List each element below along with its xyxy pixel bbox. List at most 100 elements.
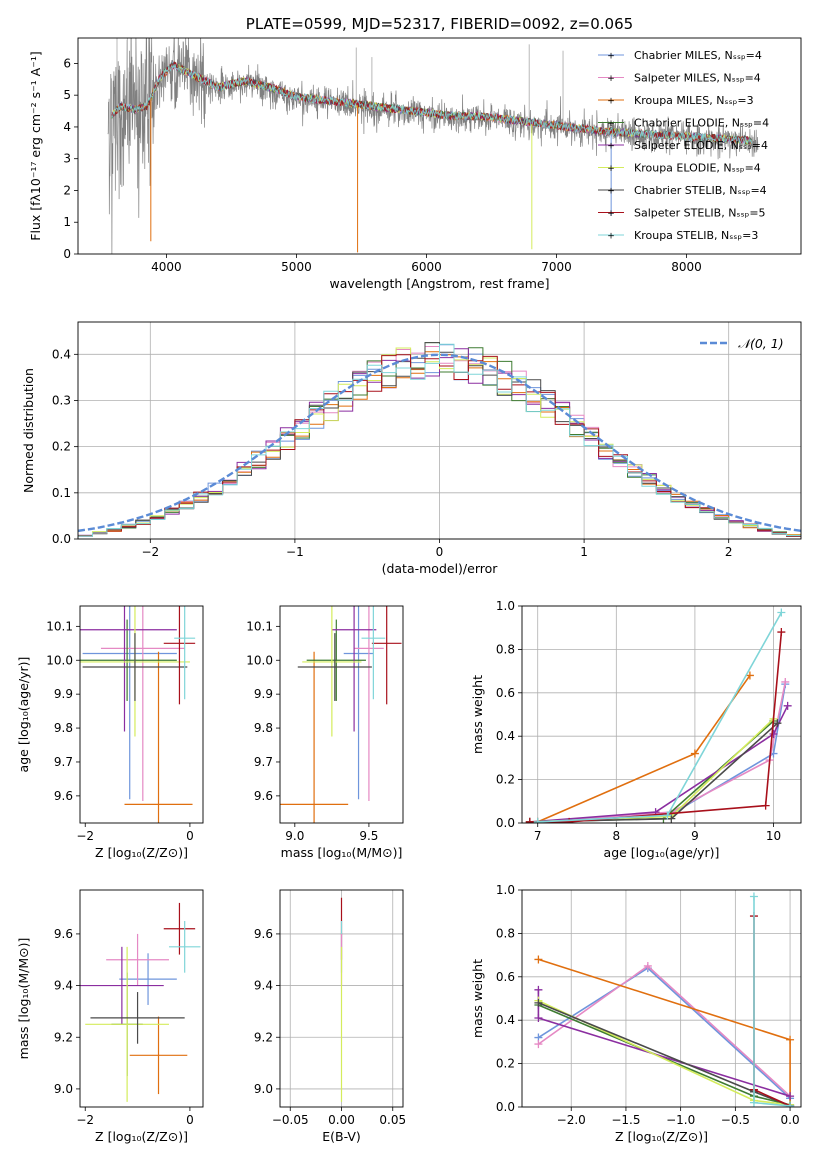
x-axis-label: Z [log₁₀(Z/Z⊙)] (95, 1129, 188, 1144)
y-tick-label: 9.9 (54, 687, 73, 701)
weight-line-salpeter-miles (537, 681, 787, 823)
weight-line-kroupa-stelib (753, 896, 791, 1107)
y-axis-label: Normed distribution (21, 368, 36, 493)
weight-line-kroupa-stelib (537, 612, 783, 823)
legend-marker: + (607, 164, 615, 174)
x-tick-label: 2 (725, 545, 733, 559)
y-tick-label: 0.4 (52, 347, 71, 361)
y-tick-label: 9.9 (254, 687, 273, 701)
legend-entry: Salpeter STELIB, Nₛₛₚ=5 (634, 207, 766, 220)
weight-point-chabrier-stelib (534, 998, 543, 1007)
legend-marker: + (607, 142, 615, 152)
y-tick-label: 9.2 (254, 1030, 273, 1044)
y-tick-label: 10.1 (246, 619, 273, 633)
y-tick-label: 9.4 (254, 979, 273, 993)
y-tick-label: 9.6 (54, 927, 73, 941)
axes-mass-vs-EBV: −0.05 0.00 0.05 9.0 9.2 9.4 9.6 E(B-V) (254, 889, 406, 1144)
axes-weight-vs-age: 7 8 9 10 0.0 0.2 0.4 0.6 0.8 1.0 age [log₁₀(age/yr… (470, 599, 802, 860)
axes-frame (279, 605, 404, 824)
x-tick-label: −2 (76, 829, 94, 843)
axes-mass-vs-Z: −2 0 9.0 9.2 9.4 9.6 Z [log₁₀(Z/Z⊙)] mass [log₁… (16, 889, 204, 1144)
plot-area (525, 608, 792, 823)
y-tick-label: 5 (63, 88, 71, 102)
x-tick-label: 0 (436, 545, 444, 559)
weight-point-salpeter-elodie (786, 1092, 795, 1101)
y-tick-label: 9.4 (54, 979, 73, 993)
x-tick-label: 1 (580, 545, 588, 559)
x-tick-label: 0 (186, 829, 194, 843)
x-axis-label: mass [log₁₀(M/M⊙)] (281, 845, 403, 860)
weight-line-salpeter-stelib (753, 916, 791, 1107)
x-tick-label: 9.5 (359, 829, 378, 843)
y-tick-label: 0.8 (496, 642, 515, 656)
legend-entry: Chabrier STELIB, Nₛₛₚ=4 (634, 184, 767, 197)
weight-point-salpeter-elodie (769, 730, 778, 739)
plot-area (80, 606, 196, 823)
weight-point-salpeter-miles (534, 1040, 543, 1049)
weight-point-kroupa-miles (690, 749, 699, 758)
weight-line-salpeter-elodie (537, 989, 791, 1097)
y-tick-label: 0.3 (52, 393, 71, 407)
weight-point-kroupa-miles (534, 955, 543, 964)
x-tick-label: 10 (766, 829, 781, 843)
legend-entry: Chabrier ELODIE, Nₛₛₚ=4 (634, 117, 769, 130)
y-tick-label: 0.4 (496, 729, 515, 743)
x-axis-label: Z [log₁₀(Z/Z⊙)] (615, 1129, 708, 1144)
plot-area (78, 342, 801, 537)
x-tick-label: −1 (286, 545, 304, 559)
y-tick-label: 0.2 (52, 440, 71, 454)
y-tick-label: 0.0 (496, 1100, 515, 1114)
x-tick-label: −1.0 (666, 1113, 695, 1127)
model-line-kroupa-miles (111, 61, 612, 135)
y-tick-label: 9.6 (54, 789, 73, 803)
y-tick-label: 9.0 (54, 1082, 73, 1096)
axes-frame (79, 889, 204, 1108)
x-tick-label: 7 (534, 829, 542, 843)
x-axis-label: Z [log₁₀(Z/Z⊙)] (95, 845, 188, 860)
weight-line-kroupa-miles (537, 674, 751, 823)
x-tick-label: −1.5 (611, 1113, 640, 1127)
legend-entry: Salpeter MILES, Nₛₛₚ=4 (634, 72, 761, 85)
x-tick-label: −0.05 (272, 1113, 309, 1127)
legend-marker: + (607, 119, 615, 129)
y-axis-label: mass [log₁₀(M/M⊙)] (16, 938, 31, 1060)
model-line-salpeter-stelib (111, 61, 752, 145)
weight-point-salpeter-elodie (534, 985, 543, 994)
y-tick-label: 10.0 (246, 653, 273, 667)
y-tick-label: 9.0 (254, 1082, 273, 1096)
x-tick-label: −0.5 (721, 1113, 750, 1127)
plot-area (80, 902, 201, 1102)
axes-frame (521, 889, 802, 1108)
weight-line-salpeter-miles (537, 964, 791, 1097)
legend-marker: + (607, 74, 615, 84)
axes-residuals: −2 −1 0 1 2 0.0 0.1 0.2 0.3 0.4 (data-model)/error… (21, 321, 802, 576)
normal-curve (78, 353, 801, 533)
weight-line-kroupa-elodie (529, 718, 775, 823)
y-tick-label: 1.0 (496, 599, 515, 613)
x-tick-label: 0.05 (379, 1113, 406, 1127)
weight-point-kroupa-stelib (533, 817, 542, 823)
x-axis-label: wavelength [Angstrom, rest frame] (329, 276, 549, 291)
weight-line-chabrier-miles (537, 967, 791, 1099)
axes-weight-vs-Z: −2.0 −1.5 −1.0 −0.5 0.0 0.0 0.2 0.4 0.6 0.8 1.0 Z [… (470, 883, 802, 1144)
x-tick-label: −2 (141, 545, 159, 559)
y-tick-label: 1.0 (496, 883, 515, 897)
legend: + Chabrier MILES, Nₛₛₚ=4 + Salpeter MILES, … (598, 49, 769, 242)
weight-point-kroupa-miles (786, 1035, 795, 1044)
x-tick-label: 4000 (151, 260, 182, 274)
x-tick-label: 9 (691, 829, 699, 843)
axes-frame (79, 605, 204, 824)
y-tick-label: 0.6 (496, 970, 515, 984)
x-tick-label: 0 (186, 1113, 194, 1127)
y-tick-label: 9.6 (254, 789, 273, 803)
axes-age-vs-mass: 9.0 9.5 9.6 9.7 9.8 9.9 10.0 10.1 mass [log₁₀(M/… (246, 605, 404, 860)
weight-line-salpeter-stelib (529, 631, 783, 823)
weight-point-salpeter-stelib (525, 817, 534, 823)
x-tick-label: 5000 (281, 260, 312, 274)
weight-point-kroupa-stelib (777, 608, 786, 617)
x-tick-label: 7000 (541, 260, 572, 274)
axes-frame (521, 605, 802, 824)
x-tick-label: −2.0 (557, 1113, 586, 1127)
weight-point-kroupa-stelib (786, 1101, 795, 1107)
